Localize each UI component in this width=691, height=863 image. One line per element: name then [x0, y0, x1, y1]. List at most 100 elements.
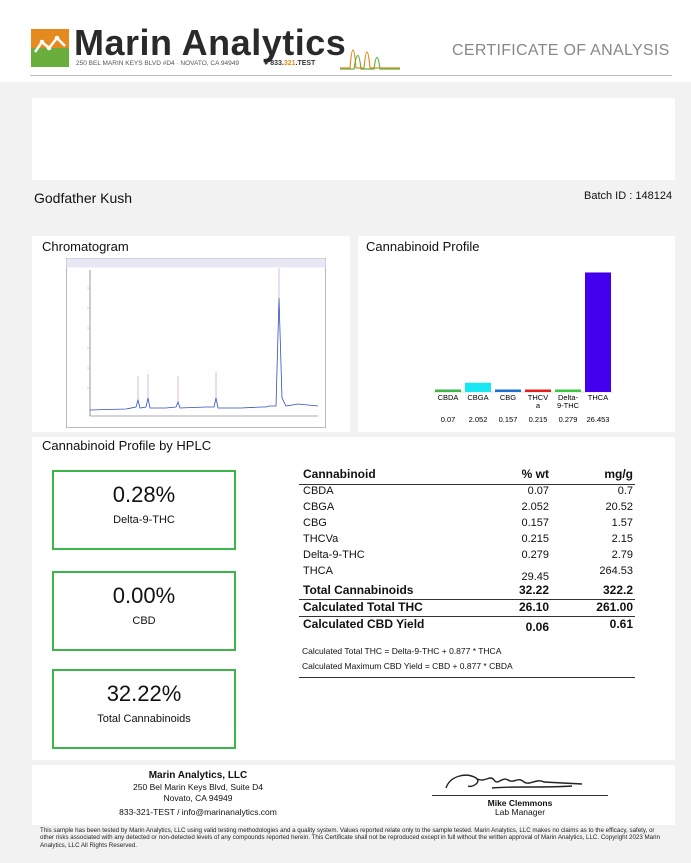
tick-label: CBG	[500, 393, 516, 402]
cannabinoid-profile-panel	[358, 236, 675, 432]
summary-value: 0.00%	[112, 583, 176, 608]
signer-name: Mike Clemmons	[487, 798, 553, 808]
cell-name: Calculated CBD Yield	[303, 617, 425, 631]
header-cannabinoid: Cannabinoid	[303, 467, 376, 481]
table-bottom-divider	[299, 677, 635, 678]
lab-city: Novato, CA 94949	[163, 793, 233, 803]
cell-percent: 0.157	[521, 517, 549, 529]
brand-address: 250 BEL MARIN KEYS BLVD #D4 · NOVATO, CA…	[76, 60, 239, 67]
signer-title: Lab Manager	[494, 807, 546, 817]
signature-line	[432, 795, 608, 796]
lab-street: 250 Bel Marin Keys Blvd, Suite D4	[133, 782, 263, 792]
bar-cbga	[465, 382, 491, 392]
table-header-row: Cannabinoid % wt mg/g	[299, 467, 635, 485]
cell-percent: 2.052	[521, 501, 549, 513]
disclaimer: This sample has been tested by Marin Ana…	[40, 827, 660, 849]
data-label: 0.07	[441, 415, 456, 424]
formula-cbd-yield: Calculated Maximum CBD Yield = CBD + 0.8…	[302, 661, 513, 671]
cell-mg: 2.15	[611, 533, 633, 545]
chromatogram-peaks-icon	[340, 49, 400, 70]
cell-name: Delta-9-THC	[303, 549, 365, 561]
cell-name: CBG	[303, 517, 327, 529]
header-percent: % wt	[521, 467, 549, 481]
tick-label: CBGA	[467, 393, 488, 402]
cell-mg: 1.57	[611, 517, 633, 529]
formula-total-thc: Calculated Total THC = Delta-9-THC + 0.8…	[302, 646, 502, 656]
product-name: Godfather Kush	[34, 190, 133, 206]
bar-thca	[585, 272, 611, 392]
cell-name: THCVa	[303, 533, 339, 545]
table-row: CBDA 0.07 0.7	[299, 485, 635, 501]
totals-row: Total Cannabinoids 32.22 322.2	[299, 583, 635, 600]
cannabinoid-profile-chart: CBDA 0.07 CBGA 2.052 CBG 0.157 THCV a 0.215 Delta…	[433, 272, 613, 424]
sample-image-area	[32, 98, 675, 180]
cell-mg: 2.79	[611, 549, 633, 561]
summary-label: CBD	[132, 615, 156, 627]
brand-phone: ● 833.321.TEST	[264, 60, 315, 67]
batch-id: Batch ID : 148124	[584, 190, 673, 202]
document-title: CERTIFICATE OF ANALYSIS	[452, 42, 670, 59]
totals-row: Calculated CBD Yield 0.06 0.61	[299, 617, 635, 635]
cell-percent: 29.45	[521, 571, 549, 583]
phone-prefix: 833.	[270, 60, 284, 67]
cell-mg: 322.2	[602, 583, 633, 597]
cell-mg: 264.53	[599, 565, 633, 577]
phone-icon: ●	[264, 60, 269, 67]
bar-delta-9-thc	[555, 389, 581, 392]
phone-mid: 321	[283, 60, 296, 67]
header-mg: mg/g	[604, 467, 633, 481]
totals-row: Calculated Total THC 26.10 261.00	[299, 600, 635, 617]
chromatogram-image	[66, 258, 326, 428]
cell-percent: 32.22	[518, 583, 549, 597]
phone-suffix: .TEST	[295, 60, 316, 67]
cell-name: THCA	[303, 565, 333, 577]
data-label: 26.453	[587, 415, 610, 424]
summary-label: Total Cannabinoids	[97, 713, 191, 725]
cannabinoid-profile-title: Cannabinoid Profile	[366, 239, 480, 254]
tick-label: THCA	[588, 393, 608, 402]
table-row: CBG 0.157 1.57	[299, 517, 635, 533]
summary-value: 32.22%	[106, 681, 182, 706]
bar-cbg	[495, 389, 521, 392]
bar-cbda	[435, 389, 461, 392]
data-label: 0.279	[559, 415, 578, 424]
cell-name: CBDA	[303, 485, 334, 497]
table-row: CBGA 2.052 20.52	[299, 501, 635, 517]
cell-mg: 261.00	[596, 600, 633, 614]
tick-label: CBDA	[438, 393, 459, 402]
tick-label: Delta-9-THC	[557, 393, 580, 410]
summary-card-cbd: 0.00% CBD	[52, 571, 236, 651]
cell-mg: 0.7	[617, 485, 633, 497]
cell-percent: 0.07	[527, 485, 549, 497]
hplc-title: Cannabinoid Profile by HPLC	[42, 438, 212, 453]
summary-value: 0.28%	[112, 482, 176, 507]
data-label: 0.215	[529, 415, 548, 424]
signature-image	[445, 774, 583, 789]
summary-label: Delta-9-THC	[113, 514, 175, 526]
tick-label: THCV a	[528, 393, 548, 410]
brand-name: Marin Analytics	[74, 22, 347, 63]
cell-name: CBGA	[303, 501, 335, 513]
cell-percent: 0.279	[521, 549, 549, 561]
logo-icon	[31, 29, 69, 67]
table-row: THCA 29.45 264.53	[299, 565, 635, 583]
cell-mg: 0.61	[609, 617, 633, 631]
data-label: 0.157	[499, 415, 518, 424]
data-label: 2.052	[469, 415, 488, 424]
table-row: THCVa 0.215 2.15	[299, 533, 635, 549]
chromatogram-title: Chromatogram	[42, 239, 129, 254]
summary-card-total: 32.22% Total Cannabinoids	[52, 669, 236, 749]
table-row: Delta-9-THC 0.279 2.79	[299, 549, 635, 565]
results-table: Cannabinoid % wt mg/g CBDA 0.07 0.7 CBGA…	[299, 467, 635, 635]
lab-name: Marin Analytics, LLC	[148, 770, 248, 781]
header-divider	[30, 75, 672, 76]
cell-name: Total Cannabinoids	[303, 583, 414, 597]
summary-card-thc: 0.28% Delta-9-THC	[52, 470, 236, 550]
cell-percent: 0.215	[521, 533, 549, 545]
cell-percent: 26.10	[518, 600, 549, 614]
cell-percent: 0.06	[525, 620, 549, 634]
bar-thcva	[525, 389, 551, 392]
lab-contact: 833-321-TEST / info@marinanalytics.com	[119, 807, 277, 817]
cell-name: Calculated Total THC	[303, 600, 423, 614]
cell-mg: 20.52	[605, 501, 633, 513]
